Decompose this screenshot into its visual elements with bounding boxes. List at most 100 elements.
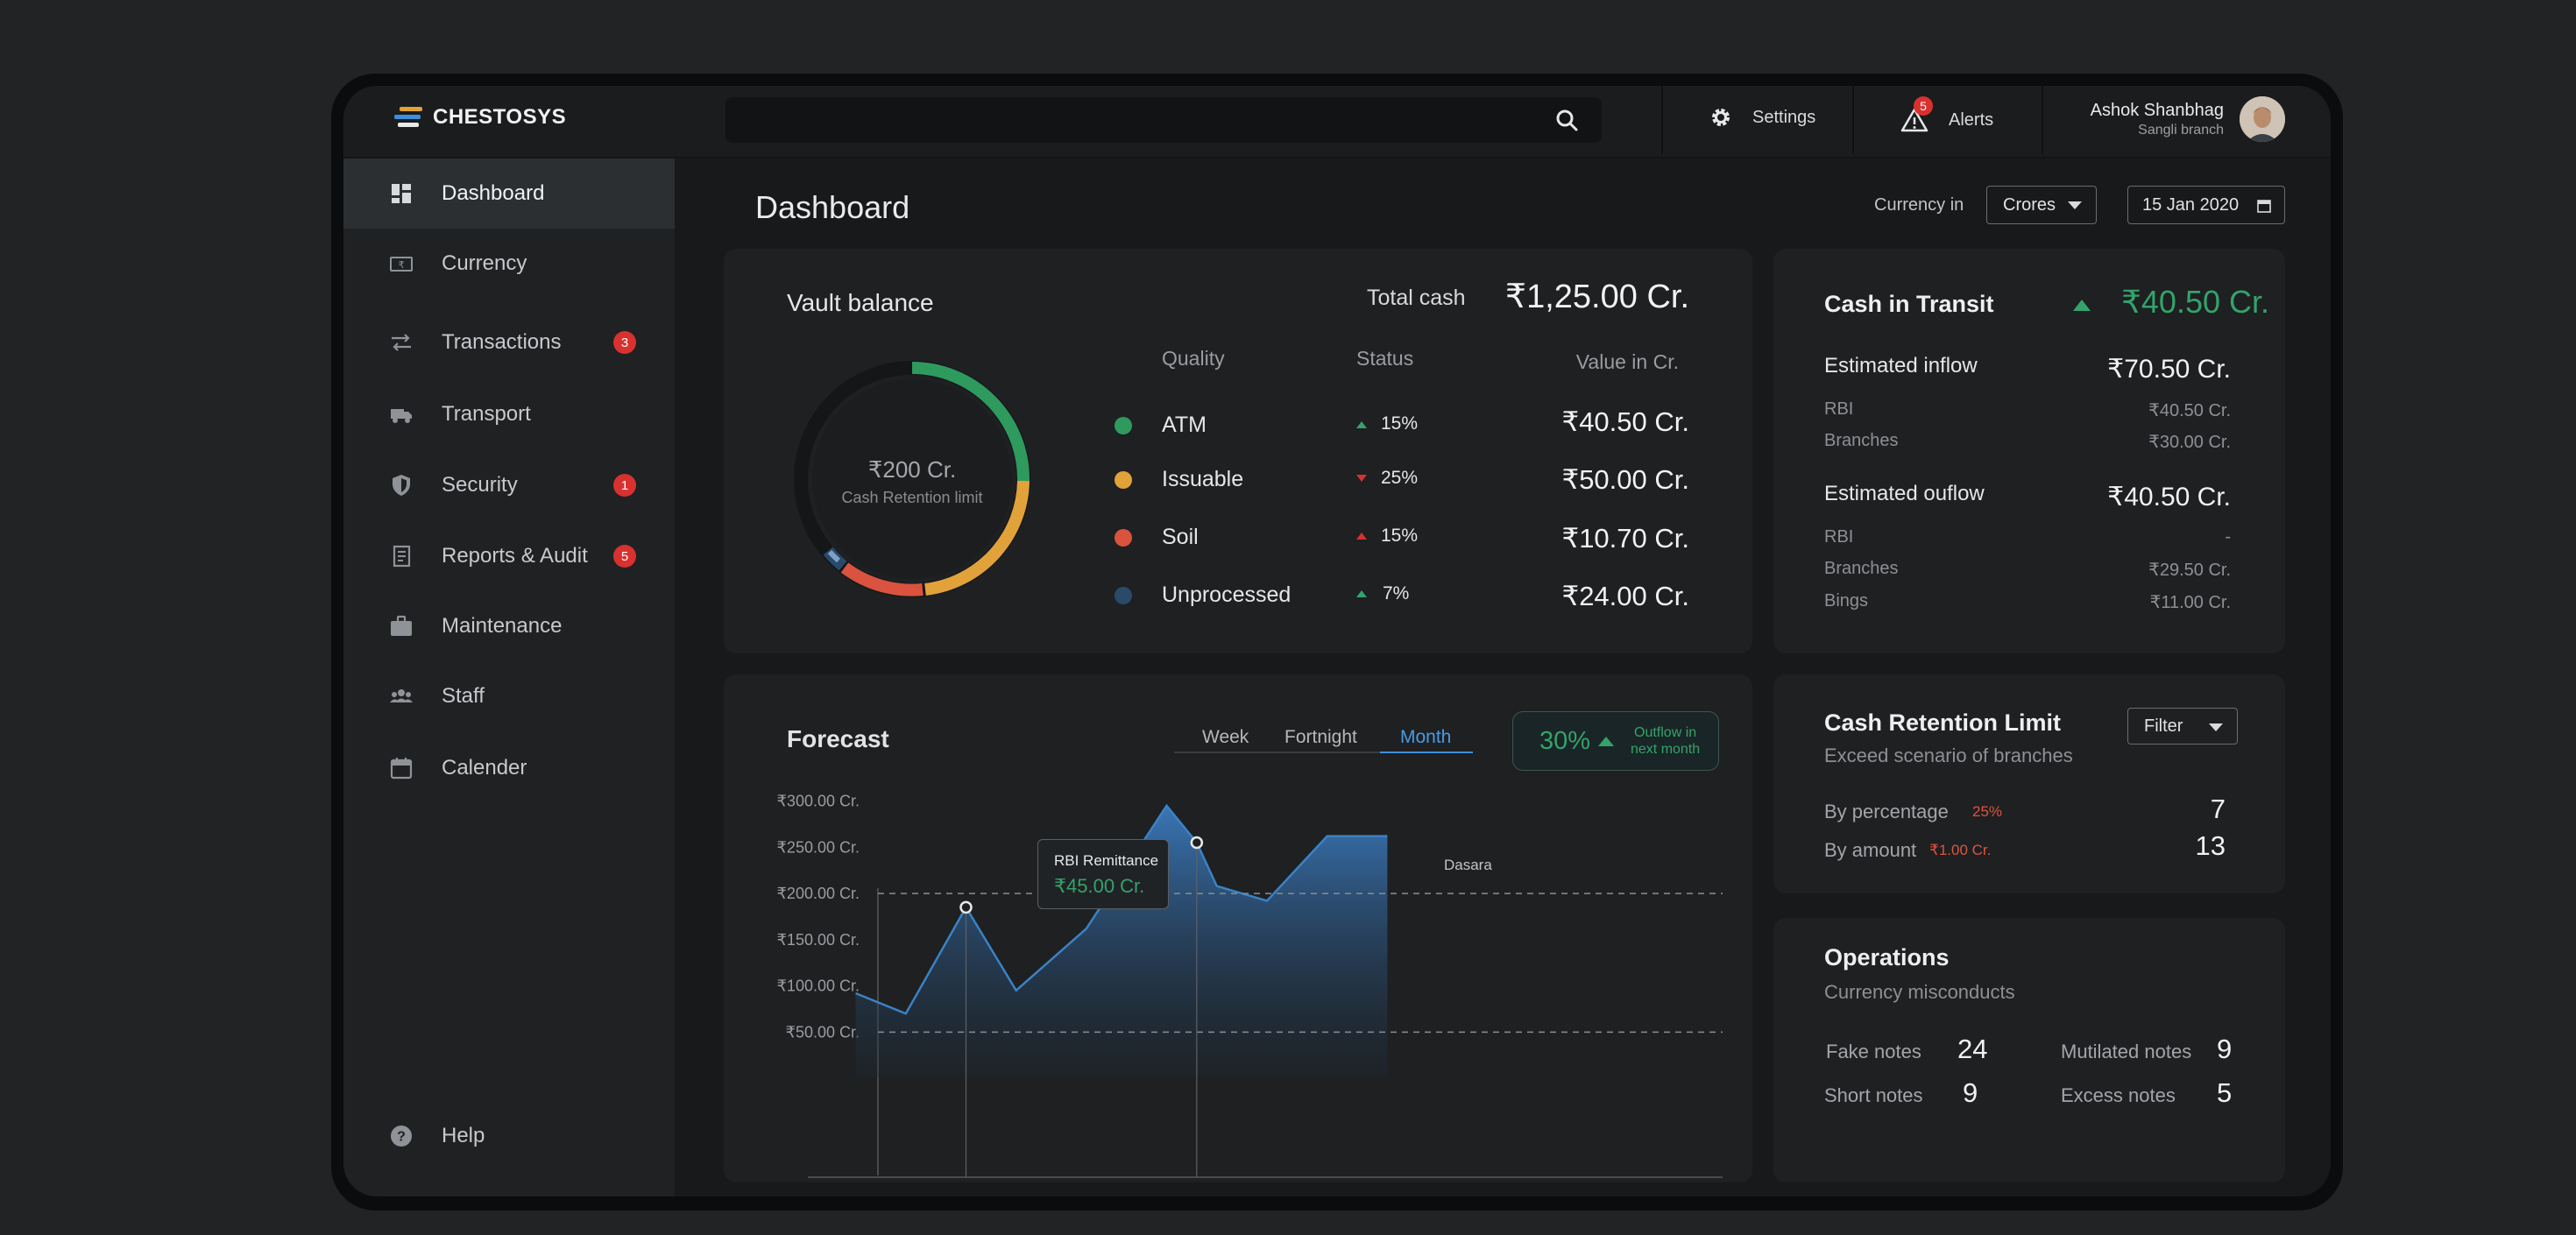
sidebar-item-label: Transactions [442,330,562,354]
dashboard-icon [392,184,411,203]
alerts-badge: 5 [1914,96,1933,116]
sidebar-item-maintenance[interactable]: Maintenance [343,591,675,661]
mutilated-notes-label: Mutilated notes [2061,1041,2192,1062]
user-menu[interactable]: Ashok Shanbhag Sangli branch [2091,96,2285,142]
inflow-branches-row: Branches ₹30.00 Cr. [1824,431,2231,453]
reports-badge: 5 [613,545,636,568]
outflow-bings-row: Bings ₹11.00 Cr. [1824,591,2231,613]
topbar-divider [1661,86,1663,154]
col-value: Value in Cr. [1575,350,1679,373]
alerts-label: Alerts [1949,109,1994,130]
sidebar-item-calender[interactable]: Calender [343,733,675,803]
sidebar-item-currency[interactable]: ₹ Currency [343,229,675,299]
outflow-branches-label: Branches [1824,559,1899,578]
outflow-value: ₹40.50 Cr. [2107,483,2231,512]
warning-icon [1900,108,1928,132]
currency-select[interactable]: Crores [1986,186,2097,224]
forecast-card: Forecast Week Fortnight Month 30% Outflo… [724,674,1752,1182]
y-tick-label: ₹300.00 Cr. [776,793,860,810]
col-status: Status [1356,347,1414,370]
total-cash-value: ₹1,25.00 Cr. [1504,279,1689,315]
sidebar-item-transport[interactable]: Transport [343,379,675,449]
operations-card: Operations Currency misconducts Fake not… [1773,918,2285,1182]
sidebar-item-help[interactable]: ? Help [343,1101,675,1171]
trend-up-icon [2073,300,2091,311]
inflow-row: Estimated inflow ₹70.50 Cr. [1824,354,2231,385]
atm-dot [1115,417,1132,434]
tab-month[interactable]: Month [1400,727,1452,747]
sidebar-item-security[interactable]: Security 1 [343,450,675,520]
sidebar: Dashboard ₹ Currency Transactions 3 Tran… [343,159,675,1196]
retention-subtitle: Exceed scenario of branches [1824,745,2073,766]
search-bar[interactable] [725,97,1602,143]
status-pct: 25% [1381,468,1419,488]
y-tick-label: ₹250.00 Cr. [776,838,860,856]
app-logo[interactable]: CHESTOSYS [393,105,566,130]
staff-icon [390,689,413,702]
sidebar-item-reports[interactable]: Reports & Audit 5 [343,521,675,591]
inflow-value: ₹70.50 Cr. [2107,355,2231,384]
active-tab-indicator [1380,752,1473,753]
alerts-button[interactable]: 5 Alerts [1900,96,1994,135]
by-percentage-tag: 25% [1972,803,2003,820]
search-input[interactable] [740,106,1528,134]
svg-text:?: ? [397,1130,406,1145]
app-name: CHESTOSYS [433,105,567,129]
inflow-branches-value: ₹30.00 Cr. [2148,433,2231,452]
shield-icon [393,475,410,496]
vault-donut-chart: ₹200 Cr. Cash Retention limit [794,361,1030,597]
alert-icon-wrap: 5 [1900,96,1933,135]
sidebar-item-dashboard[interactable]: Dashboard [343,159,675,229]
donut-center-value: ₹200 Cr. [868,456,956,483]
event-label: Dasara [1444,857,1492,873]
quality-value: ₹40.50 Cr. [1561,406,1689,437]
chevron-down-icon [2209,723,2223,731]
outflow-branches-row: Branches ₹29.50 Cr. [1824,559,2231,581]
settings-button[interactable]: Settings [1709,105,1815,130]
mutilated-notes-value: 9 [2217,1034,2233,1064]
avatar[interactable] [2240,96,2285,142]
outflow-rbi-value: - [2225,527,2231,547]
tooltip-title: RBI Remittance [1054,852,1159,869]
tab-week[interactable]: Week [1202,727,1249,747]
tab-fortnight[interactable]: Fortnight [1284,727,1357,747]
calendar-icon [2257,200,2271,213]
donut-segment-issuable [924,480,1030,596]
operations-subtitle: Currency misconducts [1824,981,2015,1003]
status-pct: 15% [1381,526,1419,546]
security-badge: 1 [613,474,636,497]
y-tick-label: ₹150.00 Cr. [776,931,860,949]
topbar-divider [2042,86,2043,154]
currency-select-value: Crores [2003,194,2056,215]
y-tick-label: ₹200.00 Cr. [776,885,860,902]
outflow-bings-value: ₹11.00 Cr. [2149,593,2231,612]
sidebar-item-staff[interactable]: Staff [343,661,675,731]
report-icon [393,545,411,568]
y-tick-label: ₹100.00 Cr. [776,977,860,995]
pill-label: Outflow in next month [1631,724,1700,758]
trend-down-icon [1356,475,1367,482]
transactions-badge: 3 [613,331,636,354]
quality-name: ATM [1162,413,1207,437]
inflow-rbi-label: RBI [1824,399,1854,419]
outflow-branches-value: ₹29.50 Cr. [2148,561,2231,580]
pill-label-line-1: Outflow in [1634,725,1697,740]
date-picker[interactable]: 15 Jan 2020 [2127,186,2285,224]
retention-filter[interactable]: Filter [2127,708,2238,745]
by-amount-label: By amount [1824,839,1917,861]
sidebar-item-transactions[interactable]: Transactions 3 [343,307,675,378]
sidebar-item-label: Transport [442,402,531,426]
truck-icon [391,409,412,423]
highlight-point [959,900,973,914]
help-label: Help [442,1124,485,1147]
by-percentage-value: 7 [2210,794,2226,824]
settings-label: Settings [1752,107,1816,127]
search-icon[interactable] [1554,108,1579,132]
excess-notes-label: Excess notes [2061,1084,2176,1106]
user-name: Ashok Shanbhag [2090,100,2224,120]
status-pct: 15% [1381,413,1419,434]
inflow-label: Estimated inflow [1824,354,1978,378]
currency-label: Currency in [1874,195,1964,215]
y-tick-label: ₹50.00 Cr. [786,1023,860,1041]
user-branch: Sangli branch [2138,122,2224,138]
